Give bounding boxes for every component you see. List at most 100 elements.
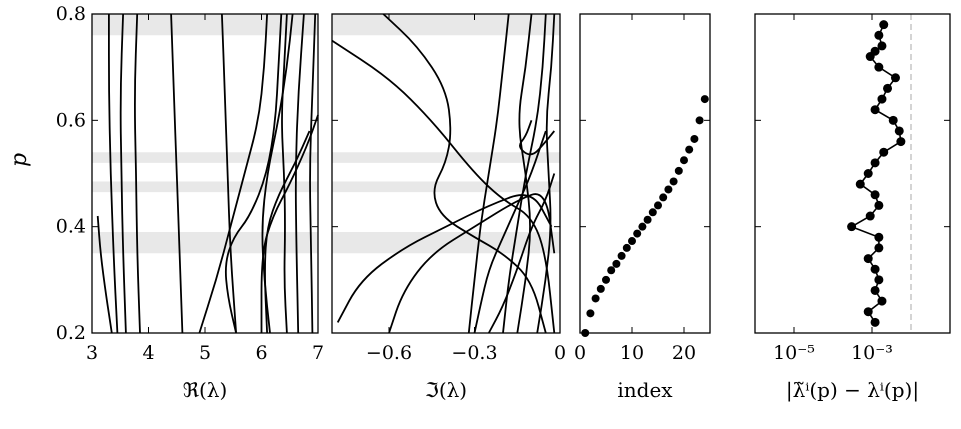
- eigenvalue-curve: [331, 39, 556, 334]
- max-error-point: [894, 126, 904, 136]
- x-tick-label: 5: [199, 342, 211, 364]
- panel-index: 0 10 20 index: [574, 13, 711, 402]
- data-point: [685, 145, 694, 154]
- max-error-point: [890, 73, 900, 83]
- x-tick-label: 7: [312, 342, 324, 364]
- panel-imag-part: −0.6 −0.3 0 ℑ(λ): [331, 13, 566, 402]
- data-point: [628, 237, 636, 246]
- eigenvalue-curve: [224, 13, 283, 334]
- eigenvalue-curve: [502, 13, 547, 334]
- data-point: [586, 309, 595, 318]
- max-error-point: [877, 94, 887, 104]
- x-tick-label: 10⁻³: [851, 342, 893, 364]
- plot-frame: [331, 13, 561, 334]
- data-point: [622, 243, 631, 252]
- eigenvalue-curve: [516, 13, 533, 334]
- eigenvalue-curve: [96, 215, 113, 334]
- y-tick-label: 0.6: [56, 109, 86, 131]
- eigenvalue-curve: [473, 130, 547, 334]
- data-point: [664, 185, 673, 194]
- x-tick-label: 0: [574, 342, 586, 364]
- max-error-point: [877, 296, 887, 306]
- eigenvalue-curve: [382, 13, 547, 334]
- max-error-point: [883, 83, 893, 93]
- eigenvalue-curve: [264, 130, 311, 334]
- x-tick-label: 20: [672, 342, 696, 364]
- y-tick-label: 0.2: [56, 322, 86, 344]
- max-error-point: [863, 307, 873, 317]
- panel-real-part: 0.2 0.4 0.6 0.8 3 4 5 6 7 ℜ(λ): [56, 3, 324, 402]
- y-tick-label: 0.4: [56, 216, 86, 238]
- eigenvalue-curve: [388, 193, 556, 334]
- data-point: [690, 134, 699, 143]
- max-error-point: [874, 62, 884, 72]
- shaded-band: [92, 231, 318, 254]
- data-point: [643, 215, 652, 224]
- max-error-point: [870, 190, 880, 200]
- max-error-point: [870, 158, 880, 168]
- data-point: [648, 208, 657, 217]
- eigenvalue-curve: [119, 13, 127, 334]
- shaded-band: [92, 152, 318, 163]
- y-tick-label: 0.8: [56, 3, 86, 25]
- eigenvalue-curve: [336, 194, 553, 323]
- data-point: [638, 222, 647, 231]
- max-error-point: [847, 222, 857, 232]
- max-error-point: [879, 20, 889, 30]
- max-error-point: [874, 200, 884, 210]
- eigenvalue-curve: [108, 14, 119, 334]
- max-error-point: [863, 169, 873, 178]
- eigenvalue-curve: [134, 13, 141, 334]
- eigenvalue-curve: [261, 13, 294, 334]
- x-tick-label: 4: [142, 342, 154, 364]
- data-point: [617, 251, 626, 260]
- x-axis-label: index: [617, 378, 673, 402]
- plot-frame: [579, 13, 711, 334]
- x-tick-label: 6: [255, 342, 267, 364]
- max-error-point: [870, 285, 880, 295]
- x-tick-label: 0: [554, 342, 566, 364]
- eigenvalue-curve: [309, 13, 317, 334]
- eigenvalue-curve: [467, 13, 510, 334]
- x-tick-label: 10: [620, 342, 644, 364]
- max-error-point: [877, 41, 887, 51]
- data-point: [654, 201, 662, 210]
- x-axis-label: ℜ(λ): [183, 378, 228, 402]
- max-error-point: [888, 115, 898, 125]
- data-point: [680, 156, 688, 165]
- eigenvalue-curve: [294, 13, 305, 334]
- x-tick-label: 3: [86, 342, 98, 364]
- data-point: [659, 193, 668, 202]
- eigenvalue-curve: [519, 119, 555, 156]
- eigenvalue-curve: [221, 13, 237, 334]
- max-error-point: [870, 264, 880, 274]
- max-error-point: [865, 52, 875, 62]
- data-point: [669, 177, 678, 186]
- plot-frame: [754, 13, 951, 334]
- data-point: [591, 294, 600, 303]
- max-error-point: [896, 137, 906, 147]
- max-error-point: [855, 179, 865, 189]
- max-error-point: [870, 105, 880, 115]
- max-error-point: [874, 30, 884, 40]
- data-point: [607, 266, 616, 275]
- x-tick-label: −0.3: [451, 342, 497, 364]
- shaded-band: [332, 14, 560, 36]
- x-axis-label: |λ̃ⁱ(p) − λⁱ(p)|: [786, 378, 919, 403]
- data-point: [633, 229, 642, 238]
- x-tick-label: 10⁻⁵: [773, 342, 815, 364]
- data-point: [596, 284, 605, 293]
- data-point: [695, 116, 704, 125]
- y-axis-label: p: [7, 153, 32, 167]
- eigenvalue-curve: [198, 13, 268, 334]
- data-point: [602, 275, 610, 284]
- x-tick-label: −0.6: [366, 342, 412, 364]
- data-point: [674, 166, 683, 175]
- plot-frame: [91, 13, 319, 334]
- max-error-point: [874, 243, 884, 253]
- eigenvalue-curve: [536, 13, 556, 334]
- shaded-band: [332, 181, 560, 193]
- data-point: [612, 259, 621, 268]
- eigenvalue-curve: [281, 13, 288, 334]
- eigenvalue-curve: [170, 13, 184, 334]
